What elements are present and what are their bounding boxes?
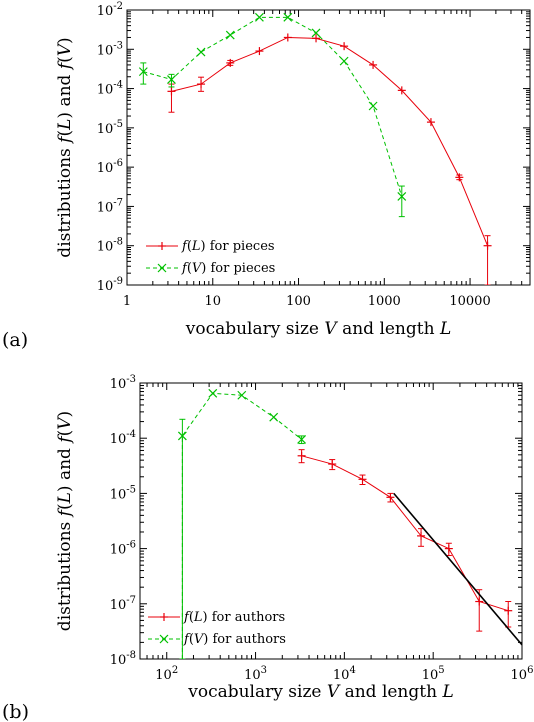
data-point xyxy=(177,431,187,441)
y-tick-label: 10-3 xyxy=(110,374,136,392)
plot-area xyxy=(138,12,492,285)
y-tick-label: 10-6 xyxy=(110,540,136,558)
y-tick-label: 10-8 xyxy=(97,237,123,255)
y-tick-label: 10-4 xyxy=(97,80,123,98)
y-tick-label: 10-2 xyxy=(97,1,123,19)
plot-area xyxy=(177,388,522,659)
data-point xyxy=(417,531,426,540)
data-point xyxy=(283,33,292,42)
chart-panel-a: 1 10 100 1000 10000 10-9 10-8 10-7 10-6 10-5 10-4 1… xyxy=(2,1,531,351)
data-point xyxy=(504,606,513,615)
data-point xyxy=(269,412,279,422)
legend-marker xyxy=(159,634,169,644)
data-point xyxy=(167,75,176,84)
data-point xyxy=(444,544,453,553)
y-tick-label: 10-6 xyxy=(97,158,123,176)
x-tick-label: 100 xyxy=(286,294,311,309)
y-tick-label: 10-4 xyxy=(110,429,136,447)
y-tick-label: 10-7 xyxy=(110,595,136,613)
data-point xyxy=(312,34,321,43)
series-line xyxy=(301,455,509,612)
data-point xyxy=(328,460,337,469)
data-point xyxy=(368,101,378,111)
series-line xyxy=(171,36,489,246)
y-tick-label: 10-5 xyxy=(97,119,123,137)
x-tick-label: 1 xyxy=(123,294,131,309)
legend-entry: f(V) for pieces xyxy=(181,261,275,276)
data-point xyxy=(311,28,321,38)
series-f-v-for-pieces xyxy=(138,12,407,218)
data-point xyxy=(339,56,349,66)
data-point xyxy=(225,30,235,40)
y-tick-label: 10-8 xyxy=(110,650,136,668)
legend: f(L) for pieces f(V) for pieces xyxy=(146,239,275,276)
legend-entry: f(L) for authors xyxy=(183,610,285,625)
data-point xyxy=(255,47,264,56)
x-tick-label: 10 xyxy=(204,294,221,309)
series-f-v-for-authors xyxy=(177,388,307,659)
x-tick-label: 106 xyxy=(511,665,534,683)
legend-entry: f(L) for pieces xyxy=(181,239,275,254)
fit-line xyxy=(393,492,522,646)
panel-label: (a) xyxy=(2,329,28,351)
y-tick-label: 10-3 xyxy=(97,40,123,58)
data-point xyxy=(483,241,492,250)
x-tick-label: 104 xyxy=(333,665,356,683)
y-axis-label: distributions f(L) and f(V) xyxy=(55,37,75,257)
x-tick-label: 10000 xyxy=(449,294,490,309)
x-tick-label: 103 xyxy=(244,665,267,683)
data-point xyxy=(283,12,293,22)
data-point xyxy=(455,173,464,182)
data-point xyxy=(196,47,206,57)
data-point xyxy=(297,435,307,444)
x-axis-label: vocabulary size V and length L xyxy=(185,319,452,339)
y-tick-label: 10-9 xyxy=(97,276,123,294)
data-point xyxy=(340,42,349,51)
x-tick-label: 105 xyxy=(422,665,445,683)
x-tick-label: 1000 xyxy=(368,294,401,309)
data-point xyxy=(297,451,306,460)
series-line xyxy=(143,16,403,197)
data-point xyxy=(138,67,148,77)
legend: f(L) for authors f(V) for authors xyxy=(148,610,286,647)
y-tick-label: 10-5 xyxy=(110,484,136,502)
data-point xyxy=(386,493,395,502)
legend-marker xyxy=(157,263,167,273)
x-axis-label: vocabulary size V and length L xyxy=(187,682,454,702)
x-tick-label: 102 xyxy=(155,665,178,683)
chart-panel-b: 102 103 104 105 106 10-8 10-7 10-6 10-5 10-4 10-3 v… xyxy=(2,374,533,722)
legend-marker xyxy=(160,613,168,621)
data-point xyxy=(475,597,484,606)
data-point xyxy=(255,12,264,22)
data-point xyxy=(369,60,378,69)
series-f-l-for-authors xyxy=(297,449,513,632)
data-point xyxy=(358,475,367,484)
data-point xyxy=(167,87,176,96)
data-point xyxy=(226,58,235,67)
panel-label: (b) xyxy=(2,701,29,722)
data-point xyxy=(197,80,206,89)
legend-entry: f(V) for authors xyxy=(183,632,286,647)
data-point xyxy=(237,390,247,400)
data-point xyxy=(426,118,435,127)
legend-marker xyxy=(158,242,166,250)
data-point xyxy=(397,191,407,201)
data-point xyxy=(208,388,218,398)
plot-frame xyxy=(126,9,531,286)
y-tick-label: 10-7 xyxy=(97,197,123,215)
y-axis-label: distributions f(L) and f(V) xyxy=(55,411,75,631)
data-point xyxy=(397,86,406,95)
